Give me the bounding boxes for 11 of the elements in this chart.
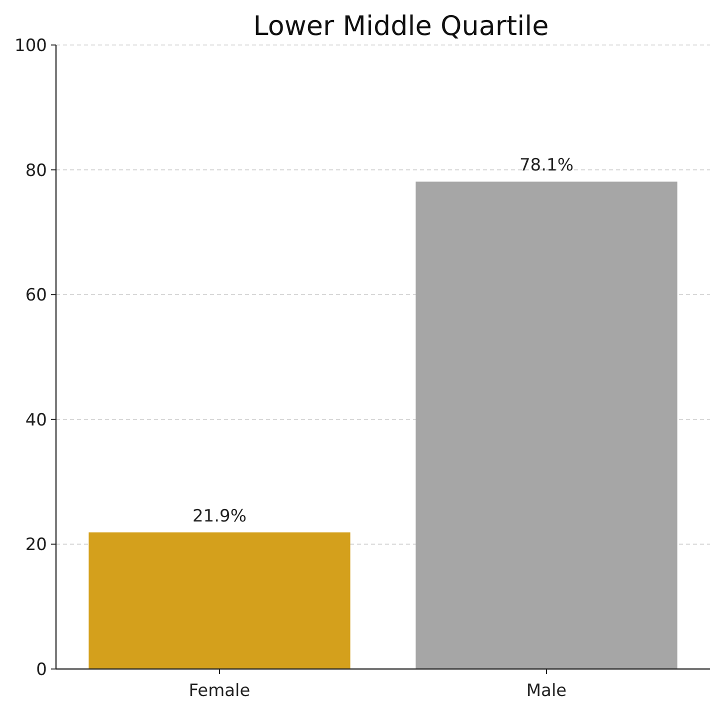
y-tick-label: 80	[25, 160, 47, 181]
y-tick-label: 20	[25, 535, 47, 556]
data-label: 78.1%	[519, 156, 574, 176]
data-label: 21.9%	[192, 506, 247, 526]
y-tick-label: 60	[25, 286, 47, 306]
x-tick-label: Female	[188, 681, 250, 701]
y-tick-label: 40	[25, 410, 47, 430]
y-tick-label: 0	[36, 660, 47, 680]
x-tick-label: Male	[526, 681, 567, 701]
chart-title: Lower Middle Quartile	[253, 11, 549, 42]
y-tick-label: 100	[14, 36, 47, 56]
